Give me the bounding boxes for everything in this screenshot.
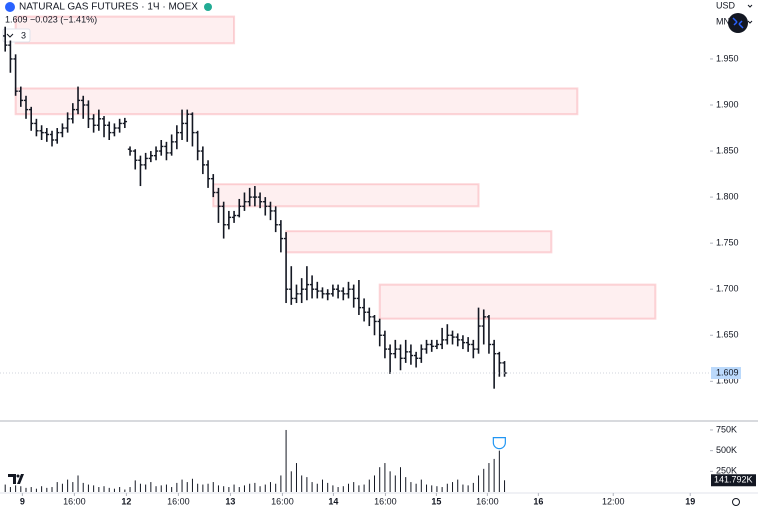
y-tick-label: 1.650 <box>716 330 739 340</box>
dropdown-arrows <box>747 4 753 24</box>
x-tick-label: 12 <box>121 496 131 506</box>
y-tick-label: 1.750 <box>716 238 739 248</box>
x-tick-label: 9 <box>20 496 25 506</box>
currency[interactable]: USD <box>716 0 736 10</box>
chevron <box>6 33 14 38</box>
y-tick-label: 1.700 <box>716 284 739 294</box>
y-tick-label: 1.600 <box>716 376 739 386</box>
settings-icon[interactable] <box>732 498 740 506</box>
x-tick-label: 12:00 <box>602 496 625 506</box>
quote: 1.609 −0.023 (−1.41%) <box>5 14 97 24</box>
chart-title: NATURAL GAS FUTURES · 1Ч · MOEX <box>19 2 198 13</box>
vol-tick-label: 500K <box>716 445 737 455</box>
tv-logo <box>8 474 24 484</box>
indicator-toggle[interactable] <box>2 28 31 43</box>
x-tick-label: 13 <box>225 496 235 506</box>
last-volume-tag <box>711 474 756 487</box>
last-price-label: 1.609 <box>716 367 739 377</box>
last-volume-label: 141.792K <box>714 475 753 485</box>
vol-tick-label: 250K <box>716 466 737 476</box>
symbol-icon <box>5 2 15 12</box>
y-tick-label: 1.800 <box>716 191 739 201</box>
vol-tick-label: 750K <box>716 424 737 434</box>
event-marker <box>492 437 506 450</box>
indicator-count: 3 <box>21 30 26 40</box>
x-tick-label: 16:00 <box>271 496 294 506</box>
x-tick-label: 16:00 <box>374 496 397 506</box>
compare-button[interactable] <box>728 13 748 33</box>
compare-icon <box>732 17 744 29</box>
zone <box>212 183 480 208</box>
zone <box>285 230 553 254</box>
x-tick-label: 19 <box>685 496 695 506</box>
last-price-tag <box>711 367 741 380</box>
zone <box>14 87 579 116</box>
unit[interactable]: MN <box>716 16 730 26</box>
y-tick-label: 1.850 <box>716 145 739 155</box>
x-tick-label: 16:00 <box>167 496 190 506</box>
y-tick-label: 1.900 <box>716 99 739 109</box>
x-tick-label: 16:00 <box>63 496 86 506</box>
x-tick-label: 14 <box>328 496 338 506</box>
zone <box>378 283 657 320</box>
x-tick-label: 16 <box>533 496 543 506</box>
market-status[interactable] <box>204 3 212 11</box>
y-tick-label: 1.950 <box>716 53 739 63</box>
x-tick-label: 16:00 <box>476 496 499 506</box>
x-tick-label: 15 <box>431 496 441 506</box>
